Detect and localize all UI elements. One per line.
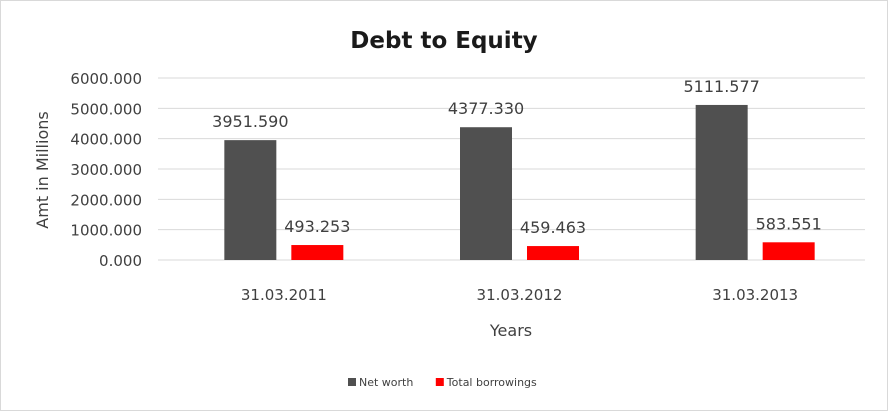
legend-swatch	[348, 378, 356, 386]
legend-swatch	[435, 378, 444, 386]
data-label: 493.253	[284, 217, 350, 236]
chart-title: Debt to Equity	[350, 28, 537, 54]
y-tick-label: 4000.000	[70, 131, 142, 149]
bar-total-borrowings	[291, 245, 344, 260]
data-label: 583.551	[756, 214, 822, 233]
y-tick-label: 2000.000	[70, 191, 142, 209]
x-tick-label: 31.03.2013	[712, 286, 798, 304]
legend-label: Net worth	[359, 376, 413, 389]
bar-total-borrowings	[527, 246, 579, 260]
x-tick-label: 31.03.2012	[477, 286, 563, 304]
x-axis-label: Years	[489, 321, 532, 340]
y-tick-label: 3000.000	[70, 161, 142, 179]
data-label: 459.463	[520, 218, 586, 237]
y-tick-label: 6000.000	[70, 70, 142, 88]
bar-total-borrowings	[762, 242, 815, 260]
bar-net-worth	[224, 140, 277, 260]
y-tick-label: 5000.000	[70, 100, 142, 118]
bar-net-worth	[460, 127, 512, 260]
x-tick-label: 31.03.2011	[241, 286, 327, 304]
bar-net-worth	[695, 104, 748, 261]
legend-label: Total borrowings	[446, 376, 537, 389]
y-tick-label: 0.000	[99, 252, 142, 270]
data-label: 4377.330	[448, 99, 524, 118]
y-tick-label: 1000.000	[70, 222, 142, 240]
y-axis-label: Amt in Millions	[33, 111, 52, 228]
data-label: 5111.577	[683, 77, 759, 96]
data-label: 3951.590	[212, 112, 288, 131]
